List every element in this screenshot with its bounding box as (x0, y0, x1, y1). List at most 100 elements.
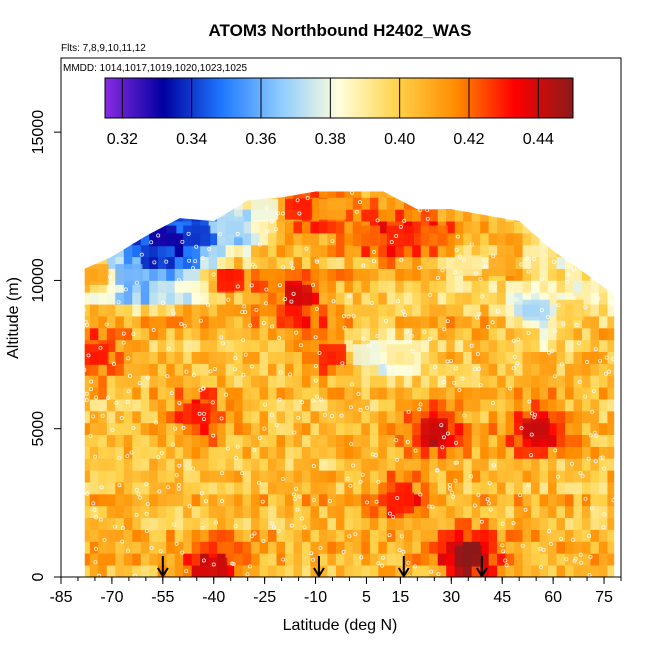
curtain-band-segment (471, 292, 481, 305)
curtain-band-segment (191, 434, 201, 447)
x-axis: -85 -70 -55 -40 -25 -10 5 15 30 45 60 75 (49, 577, 622, 606)
curtain-band-segment (335, 505, 345, 519)
curtain-band-segment (208, 529, 218, 542)
x-tick-label: -55 (151, 589, 174, 606)
curtain-band-segment (335, 541, 345, 554)
curtain-band-segment (480, 505, 490, 519)
curtain-band-segment (598, 529, 608, 542)
sample-point (139, 252, 144, 257)
curtain-band-segment (446, 553, 456, 566)
curtain-band-segment (225, 316, 235, 329)
curtain-band-segment (471, 327, 481, 341)
curtain-band-segment (429, 505, 439, 519)
curtain-band-segment (217, 541, 227, 554)
curtain-band-segment (276, 327, 286, 341)
sample-point (440, 445, 445, 450)
curtain-band-segment (429, 327, 439, 341)
sample-point (370, 452, 375, 457)
curtain-band-segment (140, 470, 150, 483)
curtain-band-segment (166, 565, 176, 577)
sample-point (453, 460, 458, 465)
curtain-band-segment (234, 174, 243, 186)
curtain-band-segment (403, 482, 413, 495)
curtain-band-segment (98, 493, 108, 507)
curtain-band-segment (115, 482, 125, 495)
curtain-band-segment (200, 351, 210, 364)
curtain-band-segment (361, 410, 371, 424)
curtain-band-segment (268, 221, 277, 234)
sample-point (289, 523, 294, 528)
curtain-band-segment (522, 399, 532, 412)
curtain-band-segment (276, 197, 286, 210)
curtain-band-segment (268, 493, 277, 507)
curtain-band-segment (581, 363, 591, 376)
curtain-band-segment (293, 232, 303, 246)
curtain-band-segment (234, 191, 243, 198)
curtain-band-segment (318, 565, 328, 577)
profile-marker-arrow (397, 556, 410, 578)
sample-point (516, 337, 521, 342)
curtain-band-segment (488, 422, 498, 436)
curtain-band-segment (310, 221, 320, 234)
curtain-band-segment (522, 529, 532, 542)
curtain-band-segment (446, 517, 456, 530)
curtain-band-segment (421, 174, 430, 186)
curtain-band-segment (166, 493, 176, 507)
sample-point (349, 442, 354, 447)
curtain-band-segment (268, 458, 277, 471)
sample-point (372, 250, 377, 255)
curtain-band-segment (616, 304, 625, 316)
curtain-band-segment (98, 191, 108, 198)
curtain-band-segment (463, 174, 472, 186)
sample-point (399, 257, 404, 262)
curtain-band-segment (268, 470, 277, 483)
sample-point (219, 416, 224, 421)
curtain-band-segment (454, 221, 464, 234)
sample-point (317, 350, 322, 355)
curtain-band-segment (522, 280, 532, 293)
curtain-band-segment (488, 197, 498, 210)
flights-label: Flts: 7,8,9,10,11,12 (61, 43, 146, 54)
curtain-band-segment (251, 493, 260, 507)
curtain-band-segment (318, 221, 328, 234)
curtain-band-segment (590, 280, 600, 293)
sample-point (593, 347, 598, 352)
sample-point (84, 237, 88, 242)
sample-point (118, 200, 123, 205)
curtain-band-segment (420, 304, 430, 317)
curtain-band-segment (335, 446, 345, 459)
curtain-band-segment (471, 339, 481, 353)
curtain-band-segment (581, 316, 591, 329)
sample-point (350, 463, 355, 468)
curtain-band-segment (89, 493, 99, 507)
curtain-band-segment (335, 387, 345, 400)
curtain-band-segment (217, 446, 227, 459)
curtain-band-segment (403, 529, 413, 542)
curtain-band-segment (285, 553, 294, 566)
curtain-band-segment (335, 482, 345, 495)
curtain-band-segment (149, 375, 159, 388)
curtain-band-segment (463, 505, 473, 519)
curtain-band-segment (471, 410, 481, 424)
curtain-band-segment (293, 191, 303, 198)
curtain-band-segment (539, 399, 549, 412)
curtain-band-segment (548, 422, 557, 436)
curtain-band-segment (200, 316, 210, 329)
curtain-band-segment (607, 470, 615, 483)
curtain-band-segment (84, 221, 91, 234)
curtain-band-segment (191, 363, 201, 376)
curtain-band-segment (361, 304, 371, 317)
curtain-band-segment (327, 268, 337, 281)
curtain-band-segment (149, 209, 159, 222)
curtain-band-segment (106, 529, 116, 542)
curtain-band-segment (251, 304, 260, 317)
curtain-band-segment (480, 191, 490, 198)
curtain-band-segment (157, 482, 167, 495)
curtain-band-segment (590, 244, 600, 258)
curtain-band-segment (488, 458, 498, 471)
curtain-band-segment (386, 458, 396, 471)
curtain-band-segment (318, 304, 328, 317)
sample-point (401, 549, 406, 554)
curtain-band-segment (318, 517, 328, 530)
curtain-band-segment (242, 541, 252, 554)
